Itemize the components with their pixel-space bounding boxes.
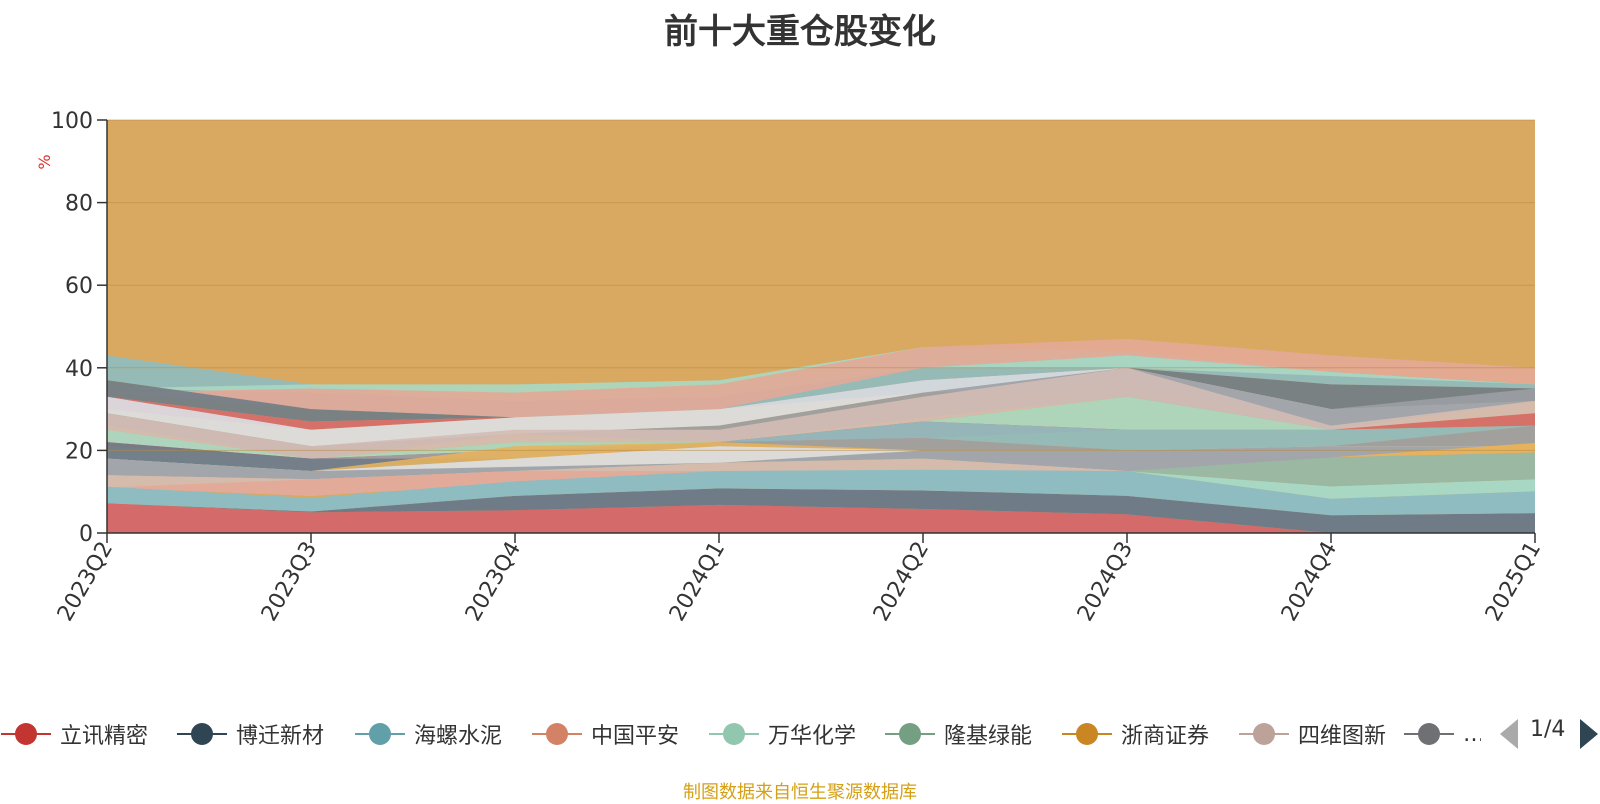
y-tick-label: 80 xyxy=(65,192,93,217)
y-tick-label: 60 xyxy=(65,274,93,299)
legend-label: 立讯精密 xyxy=(60,724,149,749)
legend-marker-icon xyxy=(176,712,228,756)
legend-next-page-icon[interactable] xyxy=(1580,719,1598,749)
legend-item-truncated[interactable]: … xyxy=(1403,712,1481,756)
legend-marker-icon xyxy=(1403,712,1455,756)
legend-marker-icon xyxy=(884,712,936,756)
legend-marker-icon xyxy=(0,712,52,756)
series-area xyxy=(107,503,1535,533)
legend-page-indicator: 1/4 xyxy=(1530,717,1566,742)
y-tick-label: 0 xyxy=(79,522,93,547)
y-tick-label: 100 xyxy=(51,109,93,134)
legend-item[interactable]: 博迁新材 xyxy=(176,712,324,756)
series-area xyxy=(107,469,1535,499)
series-area xyxy=(107,469,1535,516)
legend-label: 浙商证券 xyxy=(1121,724,1210,749)
y-tick-label: 40 xyxy=(65,357,93,382)
area-band xyxy=(107,338,1535,418)
legend-label: 海螺水泥 xyxy=(414,724,503,749)
legend-item[interactable]: 隆基绿能 xyxy=(884,712,1032,756)
legend-item[interactable]: 万华化学 xyxy=(708,712,856,756)
legend: 立讯精密 博迁新材 海螺水泥 中国平安 万华化学 隆基绿能 浙商证券 四维图新 xyxy=(0,712,1600,756)
chart-title: 前十大重仓股变化 xyxy=(664,12,936,52)
series-area xyxy=(107,452,1535,498)
legend-label: 博迁新材 xyxy=(236,724,325,749)
legend-marker-icon xyxy=(708,712,760,756)
x-tick-label: 2024Q2 xyxy=(869,538,934,626)
legend-marker-icon xyxy=(354,712,406,756)
x-tick-label: 2023Q3 xyxy=(257,538,322,626)
legend-item[interactable]: 中国平安 xyxy=(531,712,679,756)
legend-marker-icon xyxy=(531,712,583,756)
series-area xyxy=(107,488,1535,533)
x-tick-label: 2023Q2 xyxy=(53,538,118,626)
area-band xyxy=(107,421,1535,472)
legend-prev-page-icon[interactable] xyxy=(1500,719,1518,749)
legend-label: … xyxy=(1463,722,1481,747)
x-tick-label: 2024Q3 xyxy=(1073,538,1138,626)
area-band xyxy=(107,367,1535,459)
legend-label: 中国平安 xyxy=(591,724,680,749)
area-band xyxy=(107,442,1535,472)
legend-label: 万华化学 xyxy=(768,724,857,749)
x-tick-label: 2023Q4 xyxy=(461,538,526,626)
legend-marker-icon xyxy=(1061,712,1113,756)
legend-label: 隆基绿能 xyxy=(944,724,1033,749)
legend-item[interactable]: 立讯精密 xyxy=(0,712,148,756)
x-tick-label: 2025Q1 xyxy=(1481,538,1546,626)
x-tick-label: 2024Q4 xyxy=(1277,538,1342,626)
legend-item[interactable]: 四维图新 xyxy=(1238,712,1386,756)
legend-item[interactable]: 浙商证券 xyxy=(1061,712,1209,756)
stacked-area-chart: 0 20 40 60 80 100% 2023Q2 2023Q3 2023Q4 2024Q1 202… xyxy=(35,109,1546,626)
legend-item[interactable]: 海螺水泥 xyxy=(354,712,502,756)
y-tick-label: 20 xyxy=(65,439,93,464)
legend-marker-icon xyxy=(1238,712,1290,756)
x-tick-label: 2024Q1 xyxy=(665,538,730,626)
y-axis-name: % xyxy=(35,154,54,169)
legend-label: 四维图新 xyxy=(1298,724,1387,749)
area-band xyxy=(107,396,1535,459)
source-note: 制图数据来自恒生聚源数据库 xyxy=(683,782,917,803)
